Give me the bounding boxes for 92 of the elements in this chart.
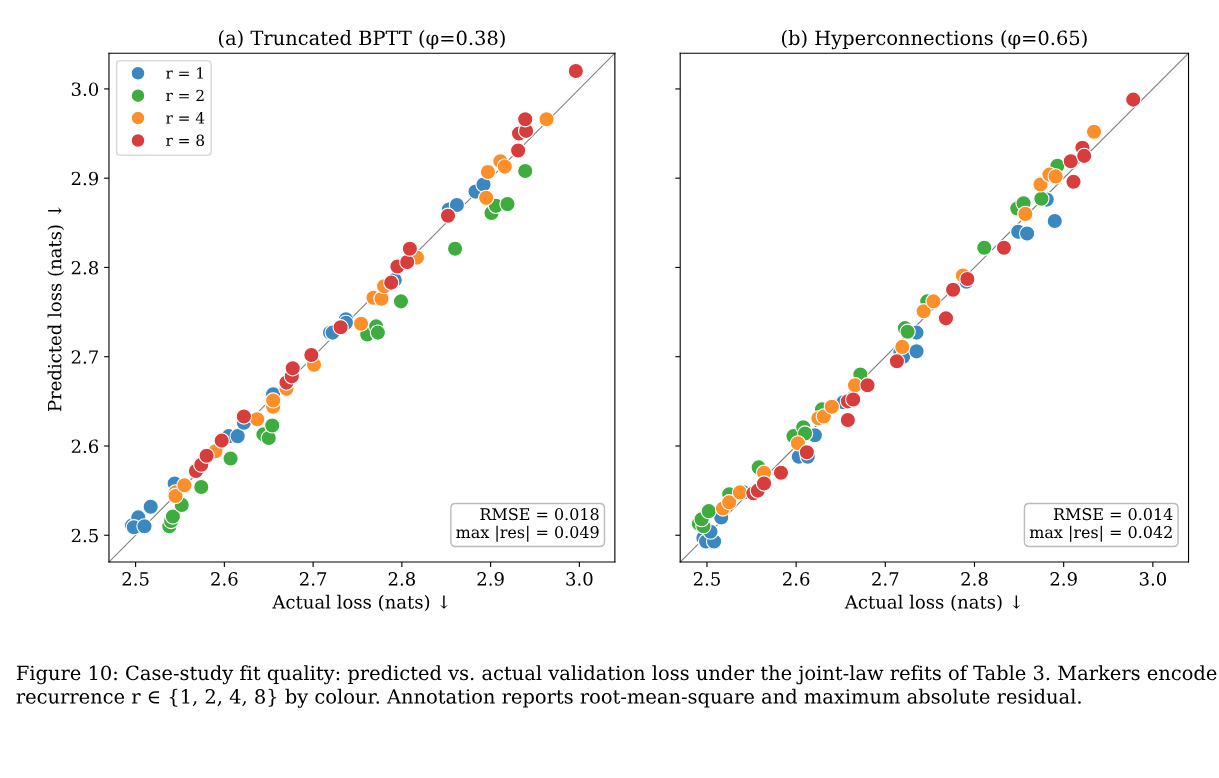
point bbox=[823, 398, 840, 415]
y-tick-label: 3.0 bbox=[71, 82, 99, 97]
point bbox=[894, 338, 911, 356]
point bbox=[1062, 153, 1079, 170]
y-tick-label: 2.9 bbox=[71, 171, 99, 186]
point bbox=[721, 494, 738, 511]
point bbox=[517, 111, 534, 128]
point bbox=[496, 158, 513, 175]
point bbox=[479, 163, 497, 181]
point bbox=[755, 475, 773, 492]
legend-label: r = 8 bbox=[166, 134, 205, 147]
point bbox=[798, 444, 815, 461]
point bbox=[193, 478, 210, 496]
point bbox=[925, 293, 942, 310]
point bbox=[1047, 168, 1064, 185]
x-tick-label: 2.8 bbox=[388, 572, 415, 586]
point bbox=[517, 162, 534, 180]
x-tick-label: 2.5 bbox=[122, 572, 149, 586]
point bbox=[1017, 205, 1034, 223]
point bbox=[1018, 225, 1036, 242]
point bbox=[915, 303, 932, 320]
point bbox=[1125, 91, 1142, 108]
y-tick-label: 2.5 bbox=[71, 528, 98, 543]
point bbox=[1065, 173, 1082, 190]
point bbox=[509, 142, 527, 159]
y-tick-label: 2.7 bbox=[71, 350, 98, 364]
x-tick-label: 3.0 bbox=[1139, 572, 1167, 586]
point bbox=[772, 464, 790, 481]
caption: Figure 10: Case-study fit quality: predicted vs. actual validation loss under the joint-law refits of Table 3. Markers encode recurrence r ∈ {1, 2, 4, 8} by colour. Annotation reports root-mean-square and maximum absolute residual. bbox=[16, 665, 1217, 708]
point bbox=[264, 417, 281, 434]
point bbox=[499, 195, 516, 213]
point bbox=[249, 411, 266, 428]
y-axis-title: Predicted loss (nats) ↓ bbox=[47, 207, 65, 412]
x-axis-title: Actual loss (nats) ↓ bbox=[844, 594, 1021, 612]
x-tick-label: 2.5 bbox=[693, 572, 720, 586]
point bbox=[1046, 212, 1063, 230]
legend-label: r = 4 bbox=[166, 112, 205, 124]
y-tick-label: 2.6 bbox=[71, 439, 99, 454]
x-tick-label: 2.9 bbox=[477, 572, 504, 586]
point bbox=[176, 477, 193, 494]
point bbox=[888, 353, 906, 370]
x-tick-label: 2.6 bbox=[783, 572, 810, 586]
point bbox=[167, 487, 184, 505]
point bbox=[136, 518, 153, 535]
x-tick-label: 2.7 bbox=[299, 572, 327, 586]
legend-label: r = 2 bbox=[166, 89, 204, 101]
point bbox=[284, 360, 301, 377]
point bbox=[439, 207, 457, 224]
point bbox=[478, 189, 495, 206]
annotation: RMSE = 0.018 max |res| = 0.049 bbox=[456, 508, 599, 542]
point bbox=[235, 408, 253, 425]
point bbox=[1085, 123, 1103, 140]
y-tick-label: 2.8 bbox=[71, 260, 99, 275]
point bbox=[567, 62, 584, 80]
point bbox=[213, 432, 230, 449]
x-axis-title: Actual loss (nats) ↓ bbox=[272, 594, 448, 612]
point bbox=[265, 392, 282, 409]
point bbox=[448, 196, 466, 214]
point bbox=[332, 319, 349, 336]
point bbox=[995, 239, 1013, 256]
point bbox=[908, 343, 925, 360]
point bbox=[142, 498, 159, 515]
point bbox=[976, 239, 993, 256]
x-tick-label: 2.7 bbox=[872, 572, 899, 586]
point bbox=[352, 315, 370, 332]
point bbox=[229, 428, 246, 445]
point bbox=[700, 502, 717, 520]
point bbox=[446, 240, 464, 257]
point bbox=[222, 450, 239, 467]
point bbox=[538, 111, 555, 128]
point bbox=[369, 324, 387, 341]
point bbox=[937, 310, 955, 327]
x-tick-label: 2.6 bbox=[211, 572, 238, 586]
point bbox=[845, 391, 862, 408]
legend-label: r = 1 bbox=[166, 67, 203, 79]
point bbox=[401, 240, 419, 257]
point bbox=[399, 253, 416, 271]
point bbox=[303, 346, 320, 364]
point bbox=[944, 281, 962, 298]
x-tick-label: 3.0 bbox=[566, 572, 593, 586]
point bbox=[839, 411, 857, 429]
chart-title: (a) Truncated BPTT (φ=0.38) bbox=[219, 30, 505, 49]
point bbox=[859, 377, 876, 394]
point bbox=[198, 447, 215, 464]
chart-title: (b) Hyperconnections (φ=0.65) bbox=[781, 30, 1087, 50]
x-tick-label: 2.8 bbox=[961, 572, 988, 586]
point bbox=[1076, 147, 1093, 165]
annotation: RMSE = 0.014 max |res| = 0.042 bbox=[1029, 508, 1173, 542]
point bbox=[164, 508, 182, 525]
point bbox=[392, 293, 410, 310]
x-tick-label: 2.9 bbox=[1050, 572, 1077, 586]
point bbox=[1033, 190, 1050, 207]
